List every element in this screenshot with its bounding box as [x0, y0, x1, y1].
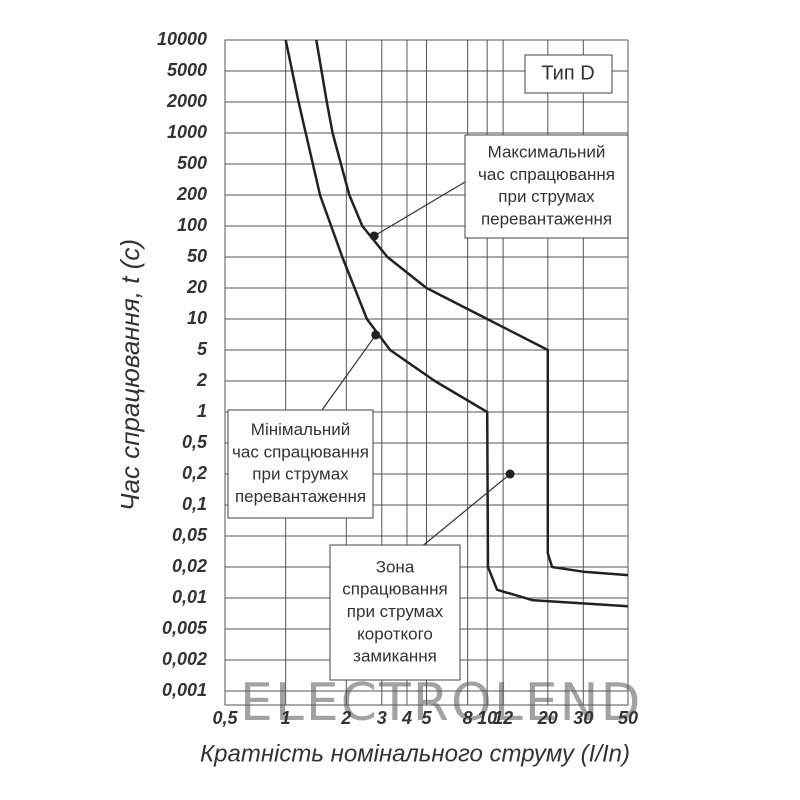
y-tick-label: 2000 — [166, 91, 207, 111]
y-tick-label: 0,2 — [182, 463, 207, 483]
x-axis-title: Кратність номінального струму (I/In) — [200, 740, 630, 767]
annotation-text: при струмах — [252, 465, 349, 484]
annotation-box — [227, 409, 374, 519]
annotation-box — [464, 134, 629, 239]
annotation-text: перевантаження — [235, 487, 366, 506]
annotation-text: Зона — [376, 557, 415, 576]
y-axis-title: Час спрацювання, t (c) — [115, 239, 145, 511]
x-tick-label: 3 — [377, 708, 387, 728]
y-tick-label: 10000 — [157, 29, 207, 49]
leader-line — [321, 334, 377, 411]
annotation-text: короткого — [357, 624, 433, 643]
annotation-text: замикання — [353, 647, 437, 666]
leader-line — [419, 473, 511, 549]
x-tick-label: 4 — [401, 708, 412, 728]
annotation-point — [505, 469, 515, 479]
y-tick-label: 1 — [197, 401, 207, 421]
watermark: ELECTROLEND — [240, 673, 643, 733]
y-tick-label: 0,02 — [172, 556, 207, 576]
annotation-text: при струмах — [347, 602, 444, 621]
y-tick-label: 50 — [187, 246, 207, 266]
x-tick-label: 5 — [421, 708, 432, 728]
x-tick-label: 0,5 — [212, 708, 238, 728]
x-tick-label: 1 — [281, 708, 291, 728]
y-tick-label: 1000 — [167, 122, 207, 142]
x-tick-label: 50 — [618, 708, 638, 728]
annotation-point — [371, 330, 381, 340]
curve — [315, 39, 629, 577]
y-tick-label: 5 — [197, 339, 208, 359]
y-tick-label: 500 — [177, 153, 207, 173]
y-tick-label: 0,01 — [172, 587, 207, 607]
y-tick-label: 20 — [186, 277, 207, 297]
y-tick-label: 0,002 — [162, 649, 207, 669]
x-tick-label: 2 — [340, 708, 351, 728]
y-tick-label: 0,05 — [172, 525, 208, 545]
annotation-text: Максимальний — [488, 143, 606, 162]
y-tick-label: 0,005 — [162, 618, 208, 638]
curve — [284, 39, 629, 608]
annotation-text: час спрацювання — [232, 442, 369, 461]
annotation-text: спрацювання — [342, 580, 447, 599]
y-tick-label: 0,1 — [182, 494, 207, 514]
y-tick-label: 2 — [196, 370, 207, 390]
x-tick-label: 8 — [463, 708, 473, 728]
x-tick-label: 20 — [537, 708, 558, 728]
chart-title: Тип D — [541, 62, 594, 84]
y-tick-label: 5000 — [167, 60, 207, 80]
y-tick-label: 0,001 — [162, 680, 207, 700]
annotation-text: час спрацювання — [478, 165, 615, 184]
y-tick-label: 10 — [187, 308, 207, 328]
title-box — [524, 54, 613, 94]
y-tick-label: 0,5 — [182, 432, 208, 452]
y-tick-label: 200 — [176, 184, 207, 204]
annotation-point — [369, 231, 379, 241]
leader-line — [373, 181, 466, 237]
annotation-text: при струмах — [498, 187, 595, 206]
annotation-text: перевантаження — [481, 209, 612, 228]
annotation-text: Мінімальний — [251, 420, 350, 439]
annotation-box — [329, 544, 461, 681]
y-tick-label: 100 — [177, 215, 207, 235]
x-tick-label: 30 — [573, 708, 593, 728]
x-tick-label: 10 — [477, 708, 497, 728]
x-tick-label: 12 — [493, 708, 513, 728]
